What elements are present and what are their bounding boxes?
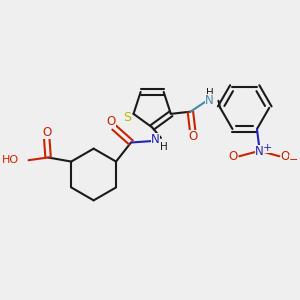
Text: N: N [255, 145, 263, 158]
Text: H: H [206, 88, 213, 98]
Text: H: H [160, 142, 168, 152]
Text: N: N [151, 133, 160, 146]
Text: −: − [289, 155, 298, 165]
Text: S: S [124, 111, 131, 124]
Text: O: O [229, 150, 238, 163]
Text: O: O [281, 150, 290, 163]
Text: N: N [205, 94, 214, 107]
Text: O: O [107, 115, 116, 128]
Text: O: O [42, 126, 51, 139]
Text: +: + [263, 143, 272, 153]
Text: HO: HO [2, 155, 19, 165]
Text: O: O [188, 130, 198, 143]
